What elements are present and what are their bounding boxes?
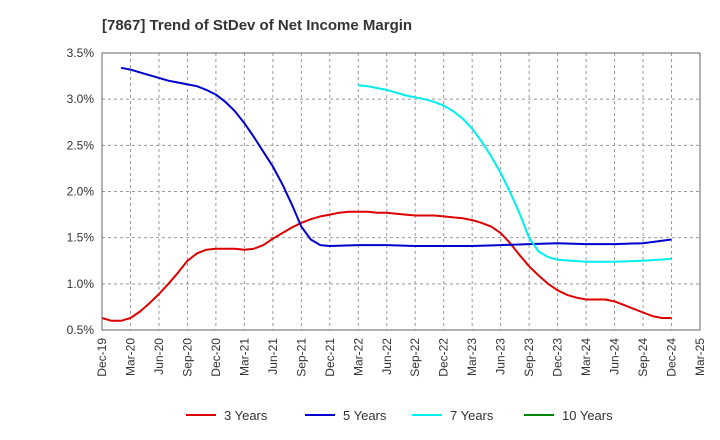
- x-tick-label: Mar-20: [123, 338, 137, 376]
- x-tick-label: Dec-23: [551, 338, 565, 377]
- legend-item: 10 Years: [524, 408, 613, 423]
- axis-layer: 0.5% 1.0% 1.5% 2.0% 2.5% 3.0% 3.5% Dec-19 Mar-20…: [67, 46, 707, 377]
- y-tick-label: 2.5%: [67, 138, 95, 152]
- x-tick-label: Dec-21: [323, 338, 337, 377]
- x-tick-label: Jun-21: [266, 338, 280, 375]
- legend-label: 10 Years: [562, 408, 613, 423]
- x-tick-label: Mar-23: [465, 338, 479, 376]
- x-tick-label: Jun-23: [494, 338, 508, 375]
- x-tick-label: Mar-24: [579, 338, 593, 376]
- y-tick-label: 2.0%: [67, 185, 95, 199]
- series-line-7-years: [358, 84, 672, 263]
- plot-frame: [101, 52, 701, 331]
- x-tick-label: Sep-21: [294, 338, 308, 377]
- x-tick-label: Jun-20: [152, 338, 166, 375]
- legend-item: 3 Years: [186, 408, 268, 423]
- x-tick-label: Mar-22: [351, 338, 365, 376]
- legend-item: 5 Years: [305, 408, 387, 423]
- series-layer: [101, 66, 672, 322]
- y-tick-label: 1.0%: [67, 277, 95, 291]
- x-tick-label: Sep-22: [408, 338, 422, 377]
- x-tick-label: Sep-23: [522, 338, 536, 377]
- x-tick-label: Dec-19: [95, 338, 109, 377]
- y-tick-label: 3.5%: [67, 46, 95, 60]
- y-tick-label: 0.5%: [67, 323, 95, 337]
- legend-label: 7 Years: [450, 408, 494, 423]
- y-tick-label: 3.0%: [67, 92, 95, 106]
- chart-title: [7867] Trend of StDev of Net Income Marg…: [102, 17, 412, 34]
- x-tick-label: Sep-24: [636, 338, 650, 377]
- legend: 3 Years 5 Years 7 Years 10 Years: [186, 408, 613, 423]
- y-tick-label: 1.5%: [67, 231, 95, 245]
- x-tick-label: Dec-22: [437, 338, 451, 377]
- x-tick-label: Mar-21: [237, 338, 251, 376]
- series-line-5-years: [120, 66, 672, 247]
- legend-label: 3 Years: [224, 408, 268, 423]
- x-tick-label: Mar-25: [693, 338, 707, 376]
- x-tick-label: Dec-20: [209, 338, 223, 377]
- x-tick-label: Dec-24: [665, 338, 679, 377]
- legend-label: 5 Years: [343, 408, 387, 423]
- x-tick-label: Sep-20: [180, 338, 194, 377]
- x-tick-label: Jun-24: [608, 338, 622, 375]
- legend-item: 7 Years: [412, 408, 494, 423]
- series-line-3-years: [101, 210, 672, 322]
- x-tick-label: Jun-22: [380, 338, 394, 375]
